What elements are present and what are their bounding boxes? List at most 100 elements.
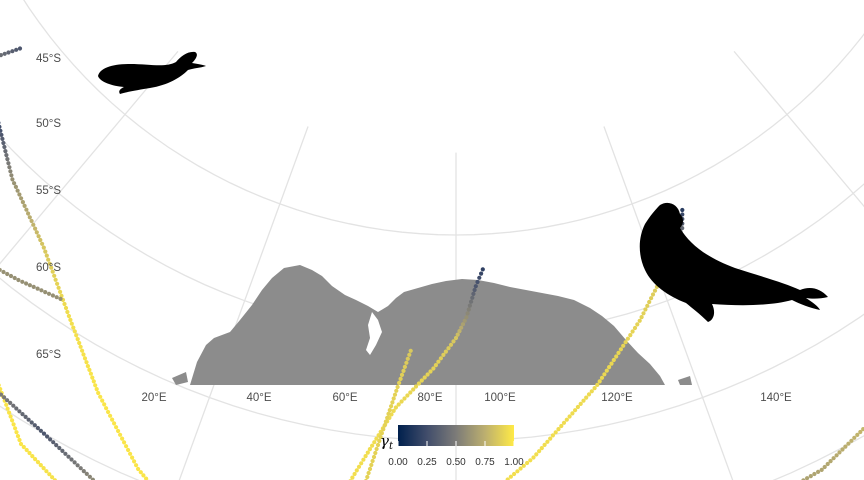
- track-point: [46, 291, 52, 296]
- track-point: [391, 408, 396, 413]
- track-point: [66, 313, 71, 319]
- track-point: [12, 275, 17, 281]
- track-point: [399, 399, 404, 404]
- track-point: [50, 475, 55, 480]
- longitude-label: 60°E: [332, 392, 357, 404]
- track-point: [422, 375, 427, 380]
- track-point: [528, 458, 533, 463]
- track-point: [102, 402, 107, 407]
- longitude-label: 20°E: [141, 392, 166, 404]
- track-point: [7, 165, 12, 170]
- track-point: [38, 237, 43, 243]
- antarctic-coastline: [190, 265, 665, 385]
- track-point: [15, 434, 21, 439]
- track-point: [85, 364, 90, 369]
- track-point: [846, 441, 851, 446]
- track-point: [43, 249, 48, 254]
- track-point: [395, 384, 400, 390]
- track-point: [407, 352, 412, 357]
- track-point: [537, 449, 542, 454]
- track-point: [41, 245, 46, 250]
- track-point: [545, 439, 550, 444]
- track-point: [4, 402, 9, 407]
- track-point: [84, 360, 89, 365]
- track-point: [116, 428, 121, 434]
- track-point: [389, 404, 394, 409]
- track-point: [17, 192, 22, 197]
- track-point: [53, 277, 58, 282]
- track-point: [365, 450, 370, 455]
- track-point: [144, 476, 149, 480]
- track-point: [858, 429, 863, 435]
- track-point: [41, 466, 46, 471]
- track-point: [457, 329, 462, 334]
- track-point: [556, 427, 561, 432]
- track-point: [12, 181, 17, 186]
- track-point: [542, 442, 547, 447]
- track-point: [27, 283, 32, 288]
- track-point: [480, 267, 485, 272]
- track-point: [382, 423, 387, 428]
- track-point: [393, 405, 398, 410]
- track-point: [14, 430, 19, 435]
- track-point: [401, 368, 406, 373]
- track-point: [567, 414, 572, 419]
- track-point: [57, 445, 62, 451]
- track-point: [0, 136, 5, 141]
- track-point: [54, 295, 59, 300]
- track-point: [812, 471, 817, 477]
- track-point: [40, 241, 45, 246]
- track-point: [2, 51, 7, 56]
- track-point: [531, 455, 536, 460]
- track-point: [78, 344, 83, 349]
- legend-tick-label: 1.00: [504, 457, 524, 468]
- track-point: [0, 132, 4, 137]
- track-point: [385, 415, 390, 420]
- track-point: [465, 311, 470, 316]
- track-point: [26, 211, 31, 216]
- track-point: [46, 257, 51, 262]
- latitude-label: 65°S: [36, 349, 61, 361]
- track-point: [33, 457, 38, 462]
- legend-tick-label: 0.00: [388, 457, 408, 468]
- track-point: [82, 356, 88, 361]
- track-point: [828, 459, 833, 464]
- track-point: [365, 474, 370, 480]
- track-point: [464, 315, 469, 320]
- track-point: [0, 392, 4, 397]
- track-point: [80, 348, 85, 353]
- track-point: [63, 451, 68, 456]
- track-point: [39, 288, 44, 293]
- track-point: [50, 293, 56, 298]
- track-point: [459, 325, 464, 330]
- ice-shelf-island: [172, 372, 188, 385]
- track-point: [614, 354, 619, 359]
- track-point: [467, 303, 472, 308]
- track-point: [87, 367, 92, 372]
- track-point: [808, 474, 813, 479]
- track-point: [81, 469, 86, 474]
- track-point: [578, 401, 583, 406]
- track-point: [54, 443, 59, 448]
- track-point: [816, 469, 821, 474]
- track-point: [0, 387, 3, 392]
- longitude-line: [733, 50, 864, 208]
- track-point: [525, 460, 530, 466]
- track-point: [71, 325, 76, 330]
- track-point: [75, 337, 80, 342]
- track-point: [35, 286, 40, 291]
- track-point: [0, 128, 3, 133]
- track-point: [118, 432, 123, 437]
- track-point: [518, 466, 523, 471]
- track-point: [616, 350, 621, 355]
- track-point: [100, 398, 105, 403]
- track-point: [359, 461, 364, 466]
- track-point: [78, 466, 83, 471]
- track-point: [2, 395, 7, 400]
- legend-tick-label: 0.25: [417, 457, 437, 468]
- track-point: [413, 384, 419, 389]
- track-point: [408, 348, 413, 353]
- track-point: [637, 318, 642, 323]
- track-point: [652, 288, 658, 293]
- longitude-labels: 20°E 40°E 60°E 80°E 100°E 120°E 140°E: [141, 392, 792, 404]
